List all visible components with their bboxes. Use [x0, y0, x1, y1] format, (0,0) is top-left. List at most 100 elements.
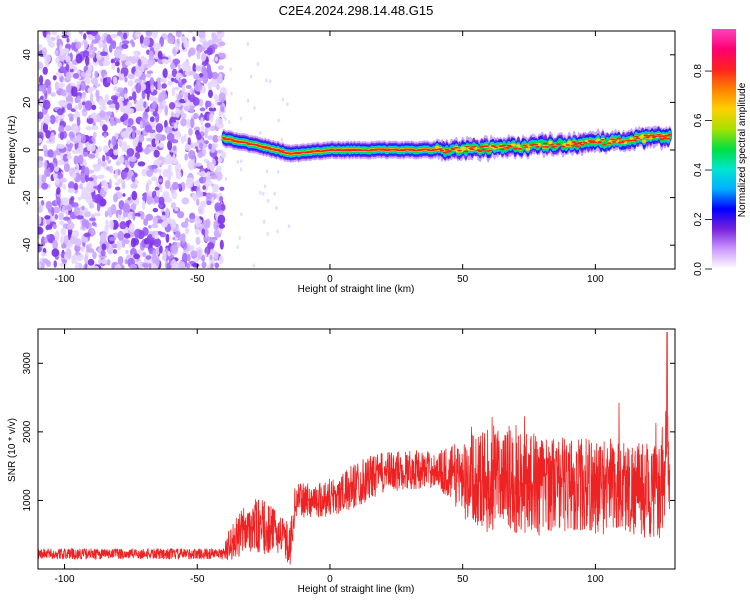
- noise-speckle: [126, 147, 135, 157]
- noise-speckle: [81, 91, 87, 97]
- ridge-cell: [500, 148, 505, 151]
- noise-speckle: [42, 66, 48, 75]
- noise-speckle: [54, 81, 60, 92]
- noise-speckle: [106, 100, 114, 106]
- noise-speckle: [217, 101, 223, 106]
- noise-speckle: [166, 217, 172, 224]
- noise-speckle: [217, 135, 224, 142]
- noise-speckle: [143, 36, 150, 47]
- noise-speckle: [101, 33, 105, 41]
- ridge-cell: [597, 141, 602, 144]
- noise-speckle: [148, 95, 155, 102]
- noise-speckle: [42, 122, 49, 133]
- noise-speckle: [64, 165, 69, 171]
- noise-speckle: [62, 216, 71, 221]
- noise-speckle: [151, 230, 156, 238]
- ridge-cell: [619, 141, 625, 144]
- ridge-cell: [513, 147, 518, 150]
- noise-speckle: [112, 40, 117, 50]
- noise-speckle: [55, 115, 59, 124]
- noise-speckle: [80, 133, 86, 144]
- noise-speckle: [113, 85, 119, 92]
- noise-speckle: [208, 143, 212, 150]
- noise-speckle: [63, 234, 69, 245]
- noise-speckle: [156, 77, 162, 83]
- ridge-cell: [549, 143, 555, 146]
- ridge-cell: [560, 145, 566, 148]
- noise-speckle: [130, 56, 137, 65]
- noise-speckle: [265, 169, 269, 174]
- noise-speckle: [82, 50, 90, 58]
- noise-speckle: [155, 256, 160, 267]
- noise-speckle: [89, 202, 95, 209]
- noise-speckle: [70, 196, 75, 201]
- ridge-cell: [484, 145, 489, 148]
- noise-speckle: [84, 100, 93, 111]
- noise-speckle: [259, 130, 262, 135]
- noise-speckle: [194, 162, 202, 167]
- noise-speckle: [181, 78, 187, 84]
- noise-speckle: [219, 186, 225, 191]
- ridge-cell: [544, 145, 550, 148]
- noise-speckle: [137, 59, 142, 67]
- noise-speckle: [134, 228, 140, 239]
- noise-speckle: [94, 193, 103, 204]
- noise-speckle: [61, 48, 70, 54]
- ridge-cell: [462, 147, 467, 151]
- noise-speckle: [73, 206, 81, 217]
- noise-speckle: [57, 62, 62, 67]
- noise-speckle: [224, 176, 228, 181]
- noise-speckle: [108, 104, 116, 109]
- noise-speckle: [66, 224, 74, 230]
- noise-speckle: [194, 215, 200, 225]
- noise-speckle: [125, 249, 129, 254]
- noise-speckle: [153, 42, 162, 51]
- noise-speckle: [124, 93, 128, 100]
- noise-speckle: [146, 31, 151, 36]
- noise-speckle: [107, 159, 112, 164]
- noise-speckle: [91, 39, 99, 44]
- noise-speckle: [95, 89, 100, 99]
- noise-speckle: [100, 51, 108, 57]
- noise-speckle: [142, 262, 150, 268]
- ridge-cell: [465, 145, 470, 148]
- noise-speckle: [69, 116, 74, 122]
- noise-speckle: [83, 33, 87, 40]
- noise-speckle: [104, 94, 109, 103]
- noise-speckle: [87, 62, 93, 72]
- noise-speckle: [206, 47, 213, 56]
- noise-speckle: [192, 195, 198, 202]
- snr-y-tick-label: 2000: [22, 420, 33, 443]
- noise-speckle: [84, 212, 92, 217]
- ridge-cell: [442, 151, 448, 154]
- noise-speckle: [92, 131, 97, 138]
- noise-speckle: [202, 185, 207, 190]
- noise-speckle: [60, 235, 64, 245]
- noise-speckle: [106, 76, 112, 83]
- noise-speckle: [214, 262, 220, 269]
- noise-speckle: [85, 195, 93, 203]
- noise-speckle: [121, 40, 130, 45]
- ridge-cell: [535, 145, 540, 148]
- noise-speckle: [146, 137, 153, 142]
- noise-speckle: [66, 144, 72, 152]
- noise-speckle: [200, 170, 206, 177]
- noise-speckle: [265, 78, 268, 83]
- noise-speckle: [90, 227, 95, 236]
- noise-speckle: [130, 237, 137, 248]
- noise-speckle: [111, 135, 117, 146]
- noise-speckle: [195, 65, 201, 72]
- noise-speckle: [112, 249, 118, 254]
- noise-speckle: [216, 76, 224, 84]
- noise-speckle: [43, 159, 48, 170]
- ridge-cell: [543, 142, 548, 145]
- noise-speckle: [280, 137, 284, 142]
- spectrogram-y-tick-label: 20: [22, 96, 33, 108]
- noise-speckle: [170, 62, 175, 70]
- noise-speckle: [192, 36, 196, 42]
- noise-speckle: [193, 112, 199, 119]
- noise-speckle: [67, 113, 74, 118]
- noise-speckle: [131, 190, 138, 201]
- noise-speckle: [200, 117, 204, 126]
- noise-speckle: [207, 265, 211, 269]
